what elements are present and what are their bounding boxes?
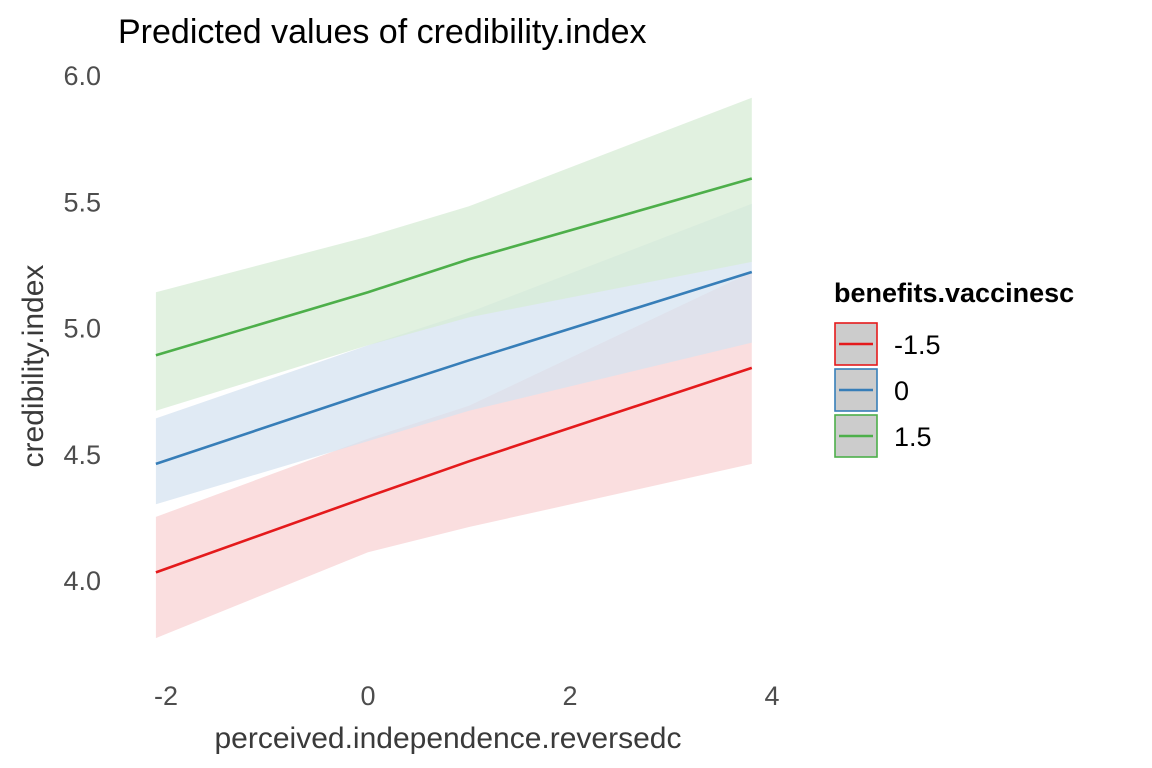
- series-line-2: [155, 177, 753, 357]
- legend-label: -1.5: [894, 330, 941, 360]
- confidence-bands: [155, 97, 752, 639]
- legend: benefits.vaccinesc -1.5 0 1.5: [834, 278, 1074, 458]
- x-axis-ticks: -2 0 2 4: [154, 681, 780, 711]
- confidence-band-2: [155, 97, 752, 411]
- legend-item: 0: [834, 368, 909, 412]
- legend-label: 1.5: [894, 422, 932, 452]
- legend-title: benefits.vaccinesc: [834, 278, 1074, 308]
- legend-label: 0: [894, 376, 909, 406]
- legend-item: 1.5: [834, 414, 932, 458]
- y-axis-title: credibility.index: [17, 265, 50, 468]
- series-line-0: [155, 366, 753, 574]
- chart-title: Predicted values of credibility.index: [118, 13, 647, 51]
- series-line-1: [155, 270, 753, 466]
- x-tick-label: 2: [562, 681, 577, 711]
- y-tick-label: 5.0: [63, 314, 101, 344]
- x-tick-label: 4: [764, 681, 779, 711]
- y-tick-label: 4.5: [63, 440, 101, 470]
- x-tick-label: 0: [360, 681, 375, 711]
- x-tick-label: -2: [154, 681, 178, 711]
- y-axis-ticks: 4.0 4.5 5.0 5.5 6.0: [63, 61, 101, 596]
- y-tick-label: 5.5: [63, 187, 101, 217]
- y-tick-label: 6.0: [63, 61, 101, 91]
- series-lines: [155, 177, 753, 574]
- y-tick-label: 4.0: [63, 566, 101, 596]
- x-axis-title: perceived.independence.reversedc: [215, 722, 682, 755]
- legend-item: -1.5: [834, 322, 941, 366]
